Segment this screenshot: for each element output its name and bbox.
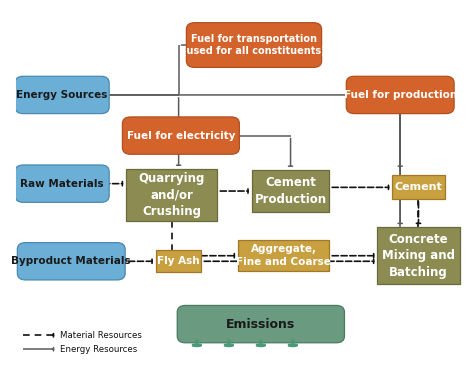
Text: Concrete
Mixing and
Batching: Concrete Mixing and Batching: [382, 233, 455, 279]
Text: Fuel for transportation
(used for all constituents): Fuel for transportation (used for all co…: [182, 34, 326, 56]
Text: Fuel for production: Fuel for production: [344, 90, 457, 100]
FancyBboxPatch shape: [122, 117, 239, 154]
FancyBboxPatch shape: [392, 175, 445, 199]
FancyBboxPatch shape: [346, 76, 454, 114]
Text: Cement
Production: Cement Production: [255, 176, 327, 206]
Text: Energy Resources: Energy Resources: [60, 345, 137, 354]
FancyBboxPatch shape: [18, 243, 125, 280]
Text: Fly Ash: Fly Ash: [157, 256, 200, 266]
Text: Aggregate,
Fine and Coarse: Aggregate, Fine and Coarse: [236, 244, 331, 267]
Text: Emissions: Emissions: [226, 318, 295, 331]
Text: Quarrying
and/or
Crushing: Quarrying and/or Crushing: [138, 172, 205, 218]
Text: Material Resources: Material Resources: [60, 331, 142, 340]
Text: Byproduct Materials: Byproduct Materials: [11, 256, 131, 266]
FancyBboxPatch shape: [15, 76, 109, 114]
FancyBboxPatch shape: [252, 170, 329, 212]
Text: Cement: Cement: [394, 183, 442, 192]
FancyBboxPatch shape: [186, 23, 322, 68]
Text: Energy Sources: Energy Sources: [17, 90, 108, 100]
FancyBboxPatch shape: [238, 240, 329, 272]
Text: Fuel for electricity: Fuel for electricity: [127, 131, 235, 141]
FancyBboxPatch shape: [126, 169, 218, 221]
FancyBboxPatch shape: [377, 227, 460, 284]
FancyBboxPatch shape: [156, 250, 201, 272]
FancyBboxPatch shape: [15, 165, 109, 202]
Text: Raw Materials: Raw Materials: [20, 179, 104, 188]
FancyBboxPatch shape: [177, 305, 345, 343]
